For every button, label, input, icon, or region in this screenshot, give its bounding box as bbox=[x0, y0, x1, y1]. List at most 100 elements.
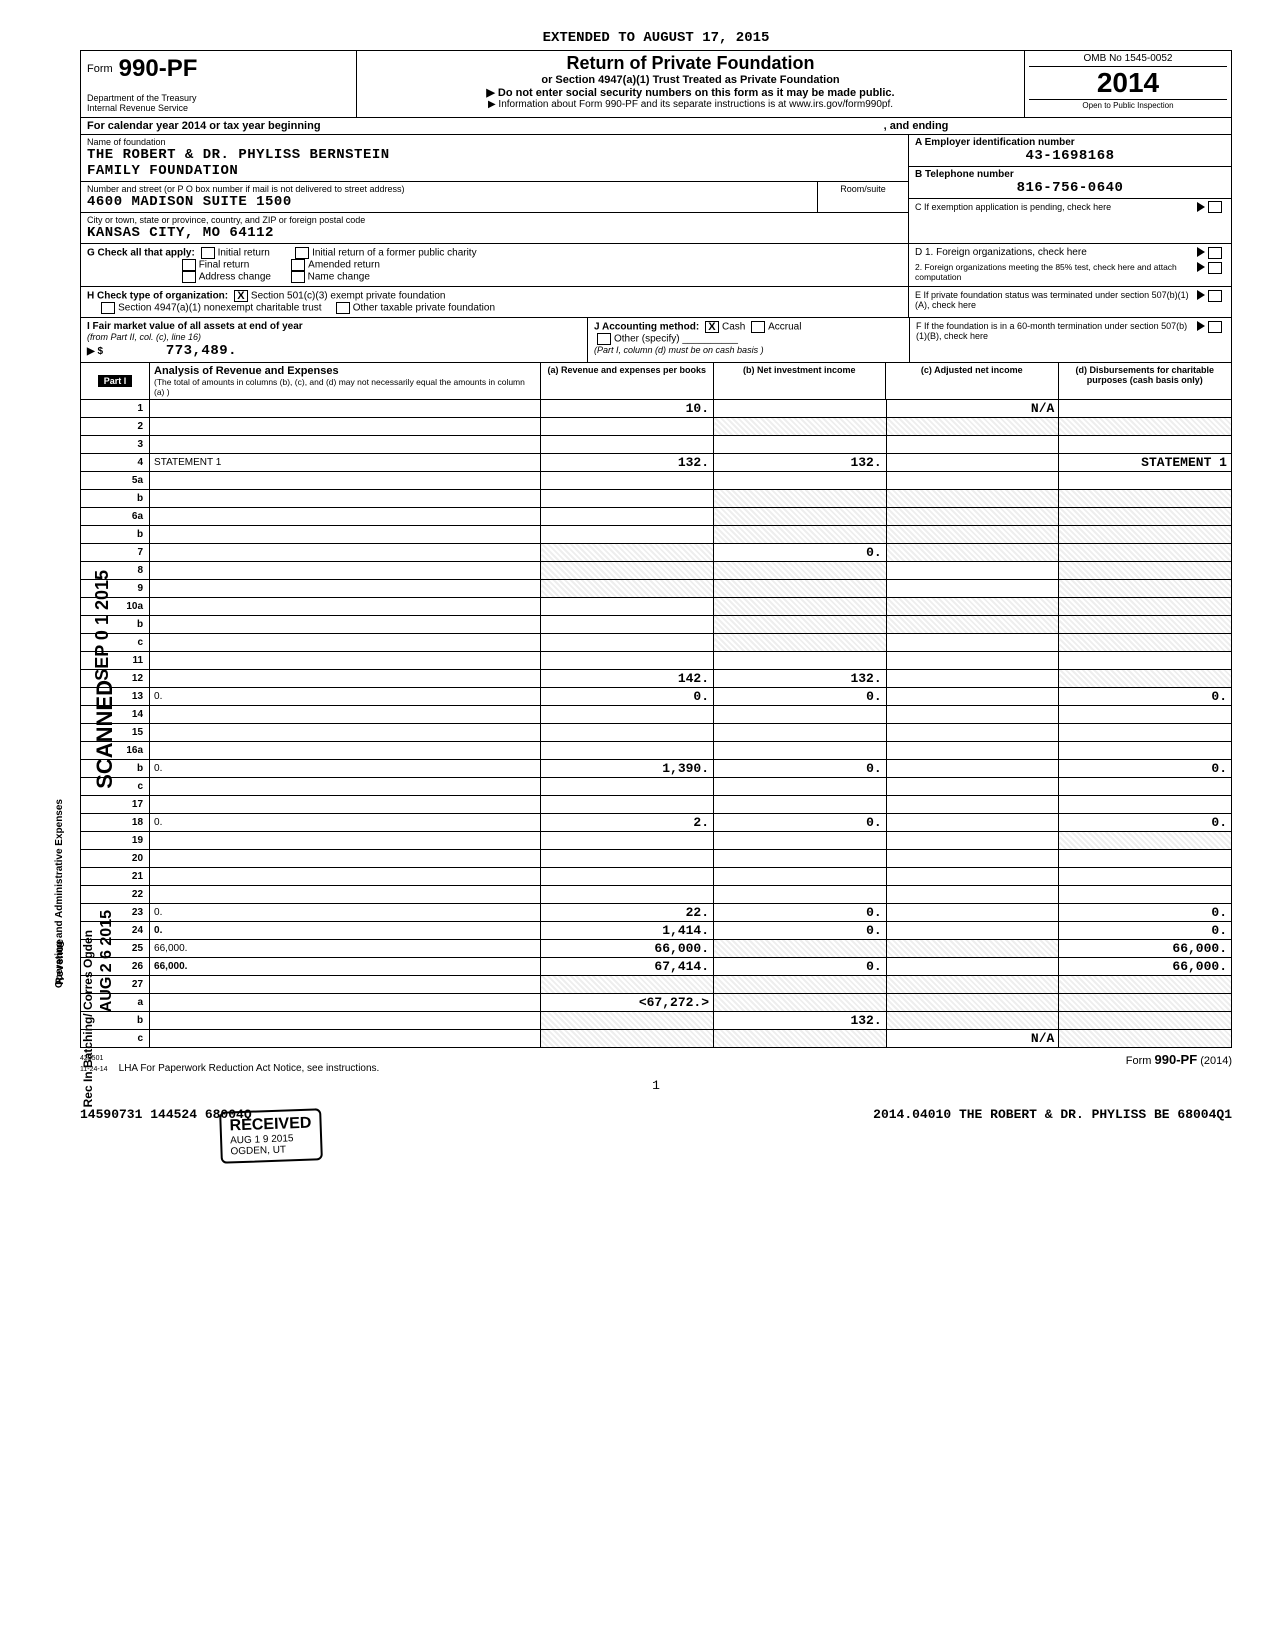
col-b-val bbox=[714, 526, 887, 544]
j-label: J Accounting method: bbox=[594, 322, 699, 333]
col-a-val bbox=[541, 634, 714, 652]
col-d-val bbox=[1059, 634, 1232, 652]
row-desc bbox=[150, 526, 541, 544]
col-a-header: (a) Revenue and expenses per books bbox=[541, 363, 714, 399]
col-c-val bbox=[886, 688, 1059, 706]
g-name-change: Name change bbox=[308, 272, 370, 283]
row-num: 26 bbox=[81, 958, 150, 976]
col-a-val: 0. bbox=[541, 688, 714, 706]
f1-checkbox[interactable] bbox=[1208, 321, 1222, 333]
tel-label: B Telephone number bbox=[915, 169, 1225, 180]
col-a-val: <67,272.> bbox=[541, 994, 714, 1012]
row-num: c bbox=[81, 1030, 150, 1048]
ending-label: , and ending bbox=[884, 120, 949, 132]
col-c-val bbox=[886, 706, 1059, 724]
col-c-val bbox=[886, 598, 1059, 616]
col-d-val bbox=[1059, 832, 1232, 850]
g-initial-checkbox[interactable] bbox=[201, 247, 215, 259]
h-other-checkbox[interactable] bbox=[336, 302, 350, 314]
part1-label: Part I bbox=[98, 375, 133, 387]
row-desc bbox=[150, 508, 541, 526]
col-a-val bbox=[541, 832, 714, 850]
form-number: 990-PF bbox=[119, 55, 198, 83]
j-other-checkbox[interactable] bbox=[597, 333, 611, 345]
col-d-val bbox=[1059, 796, 1232, 814]
dept-label: Department of the Treasury bbox=[87, 93, 350, 103]
bottom-line: 14590731 144524 68004Q 2014.04010 THE RO… bbox=[80, 1107, 1232, 1122]
form-title-block: Return of Private Foundation or Section … bbox=[357, 51, 1024, 117]
ein-label: A Employer identification number bbox=[915, 137, 1225, 148]
d2-checkbox[interactable] bbox=[1208, 262, 1222, 274]
col-d-val bbox=[1059, 652, 1232, 670]
g-initial-former-checkbox[interactable] bbox=[295, 247, 309, 259]
col-b-val: 0. bbox=[714, 904, 887, 922]
i-value: 773,489. bbox=[166, 343, 237, 359]
d-section: D 1. Foreign organizations, check here 2… bbox=[909, 244, 1231, 286]
row-desc bbox=[150, 796, 541, 814]
j-cash-checkbox[interactable] bbox=[705, 321, 719, 333]
g-initial-former: Initial return of a former public charit… bbox=[312, 248, 477, 259]
form-yr: (2014) bbox=[1200, 1055, 1232, 1067]
col-b-val bbox=[714, 562, 887, 580]
received-loc: OGDEN, UT bbox=[230, 1143, 312, 1157]
col-b-val bbox=[714, 832, 887, 850]
col-c-val bbox=[886, 958, 1059, 976]
col-d-val bbox=[1059, 598, 1232, 616]
col-c-val bbox=[886, 886, 1059, 904]
omb-number: OMB No 1545-0052 bbox=[1029, 53, 1227, 67]
calendar-year-row: For calendar year 2014 or tax year begin… bbox=[80, 117, 1232, 134]
d1-checkbox[interactable] bbox=[1208, 247, 1222, 259]
col-d-val bbox=[1059, 778, 1232, 796]
col-a-val bbox=[541, 868, 714, 886]
g-addr-change: Address change bbox=[199, 272, 271, 283]
form-info: ▶ Information about Form 990-PF and its … bbox=[363, 99, 1018, 110]
c-checkbox[interactable] bbox=[1208, 201, 1222, 213]
foundation-name-2: FAMILY FOUNDATION bbox=[87, 163, 902, 179]
col-c-val bbox=[886, 670, 1059, 688]
row-num: 13 bbox=[81, 688, 150, 706]
street-address: 4600 MADISON SUITE 1500 bbox=[87, 194, 811, 210]
row-desc bbox=[150, 400, 541, 418]
row-desc bbox=[150, 634, 541, 652]
col-d-header: (d) Disbursements for charitable purpose… bbox=[1059, 363, 1232, 399]
foundation-name-1: THE ROBERT & DR. PHYLISS BERNSTEIN bbox=[87, 147, 902, 163]
bottom-left: 14590731 144524 68004Q bbox=[80, 1107, 252, 1122]
h-4947-checkbox[interactable] bbox=[101, 302, 115, 314]
city-state-zip: KANSAS CITY, MO 64112 bbox=[87, 225, 902, 241]
col-c-val bbox=[886, 490, 1059, 508]
h-501-checkbox[interactable] bbox=[234, 290, 248, 302]
ijf-row: I Fair market value of all assets at end… bbox=[80, 317, 1232, 362]
row-num: c bbox=[81, 778, 150, 796]
row-desc: 0. bbox=[150, 814, 541, 832]
row-num: 8 bbox=[81, 562, 150, 580]
g-final-checkbox[interactable] bbox=[182, 259, 196, 271]
row-num: 6a bbox=[81, 508, 150, 526]
e1-checkbox[interactable] bbox=[1208, 290, 1222, 302]
lha-notice: LHA For Paperwork Reduction Act Notice, … bbox=[119, 1063, 380, 1074]
j-note: (Part I, column (d) must be on cash basi… bbox=[594, 345, 764, 355]
j-accrual-checkbox[interactable] bbox=[751, 321, 765, 333]
i-arrow: ▶ $ bbox=[87, 346, 103, 357]
col-b-val bbox=[714, 886, 887, 904]
col-a-val bbox=[541, 706, 714, 724]
col-c-val bbox=[886, 832, 1059, 850]
name-label: Name of foundation bbox=[87, 137, 902, 147]
j-other: Other (specify) bbox=[614, 334, 680, 345]
row-num: 1 bbox=[81, 400, 150, 418]
row-desc bbox=[150, 1012, 541, 1030]
h-501: Section 501(c)(3) exempt private foundat… bbox=[251, 291, 446, 302]
row-num: 19 bbox=[81, 832, 150, 850]
col-d-val bbox=[1059, 472, 1232, 490]
g-addr-change-checkbox[interactable] bbox=[182, 271, 196, 283]
g-name-change-checkbox[interactable] bbox=[291, 271, 305, 283]
h-other: Other taxable private foundation bbox=[353, 303, 495, 314]
col-d-val bbox=[1059, 886, 1232, 904]
row-desc: 0. bbox=[150, 904, 541, 922]
g-amended-checkbox[interactable] bbox=[291, 259, 305, 271]
col-a-val: 142. bbox=[541, 670, 714, 688]
row-num: 24 bbox=[81, 922, 150, 940]
part1-note: (The total of amounts in columns (b), (c… bbox=[154, 377, 525, 397]
col-d-val bbox=[1059, 670, 1232, 688]
row-num: b bbox=[81, 616, 150, 634]
row-desc bbox=[150, 598, 541, 616]
